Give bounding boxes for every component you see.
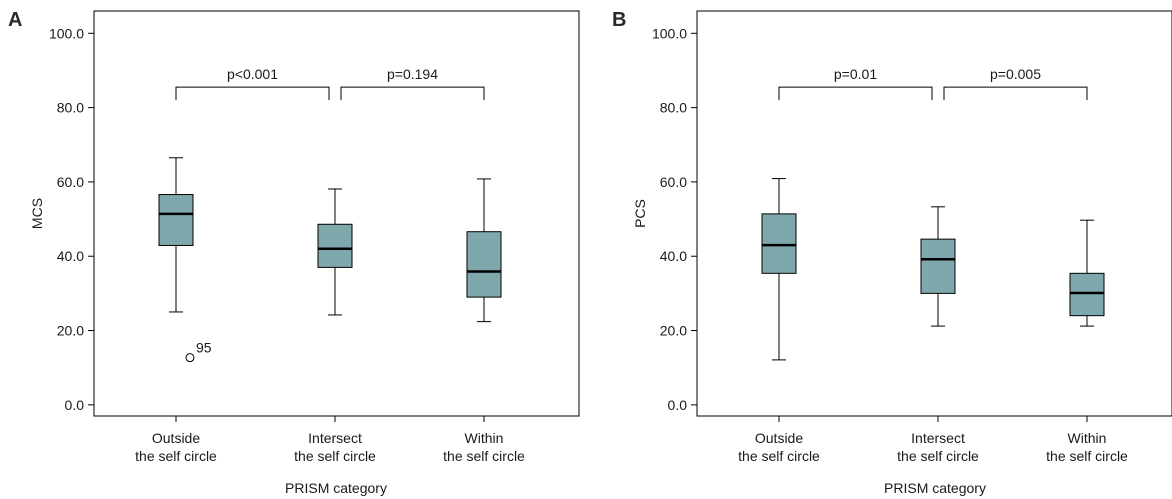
y-tick-label: 60.0 — [660, 174, 687, 190]
x-tick-label: Outside the self circle — [135, 430, 217, 464]
plot-frame — [93, 10, 580, 417]
y-axis-title: MCS — [29, 198, 45, 229]
panel-label: A — [8, 9, 22, 31]
comparison-bracket: p=0.005 — [943, 66, 1088, 101]
p-value-label: p=0.01 — [834, 66, 877, 82]
y-tick-label: 20.0 — [57, 323, 84, 339]
p-value-label: p<0.001 — [227, 66, 278, 82]
panel-a: A 0.0 20.0 40.0 60.0 80.0 100.0 MCS Outside the s… — [8, 9, 580, 496]
x-tick-label: Intersect the self circle — [294, 430, 376, 464]
bracket-line — [778, 86, 933, 101]
y-tick-label: 80.0 — [57, 100, 84, 116]
box-iqr — [1069, 272, 1105, 317]
box-2 — [317, 188, 353, 316]
y-tick-label: 100.0 — [652, 25, 687, 41]
outlier-point — [185, 353, 195, 363]
panel-label: B — [612, 9, 626, 31]
y-tick-label: 100.0 — [49, 25, 84, 41]
y-tick-label: 40.0 — [660, 248, 687, 264]
comparison-bracket: p=0.194 — [340, 66, 485, 101]
x-tick-label: Within the self circle — [1046, 430, 1128, 464]
box-iqr — [466, 231, 502, 298]
plot-frame — [696, 10, 1172, 417]
box-1 — [158, 157, 194, 313]
box-2 — [920, 206, 956, 327]
bracket-line — [943, 86, 1088, 101]
box-iqr — [761, 213, 797, 274]
box-iqr — [920, 238, 956, 294]
x-tick-label: Within the self circle — [443, 430, 525, 464]
panel-b: B 0.0 20.0 40.0 60.0 80.0 100.0 PCS Outside the s… — [612, 9, 1172, 496]
box-iqr — [317, 223, 353, 268]
x-axis-title: PRISM category — [884, 480, 986, 496]
y-tick-label: 20.0 — [660, 323, 687, 339]
y-tick-label: 0.0 — [65, 397, 85, 413]
x-tick-label: Intersect the self circle — [897, 430, 979, 464]
y-tick-label: 80.0 — [660, 100, 687, 116]
p-value-label: p=0.005 — [990, 66, 1041, 82]
y-tick-label: 60.0 — [57, 174, 84, 190]
bracket-line — [175, 86, 330, 101]
x-axis-title: PRISM category — [285, 480, 387, 496]
box-iqr — [158, 194, 194, 246]
y-tick-label: 0.0 — [668, 397, 688, 413]
box-3 — [1069, 219, 1105, 327]
x-tick-label: Outside the self circle — [738, 430, 820, 464]
box-3 — [466, 178, 502, 323]
p-value-label: p=0.194 — [387, 66, 438, 82]
box-1 — [761, 178, 797, 361]
outlier-label: 95 — [196, 340, 212, 356]
y-axis-title: PCS — [632, 199, 648, 228]
comparison-bracket: p<0.001 — [175, 66, 330, 101]
y-tick-label: 40.0 — [57, 248, 84, 264]
bracket-line — [340, 86, 485, 101]
comparison-bracket: p=0.01 — [778, 66, 933, 101]
